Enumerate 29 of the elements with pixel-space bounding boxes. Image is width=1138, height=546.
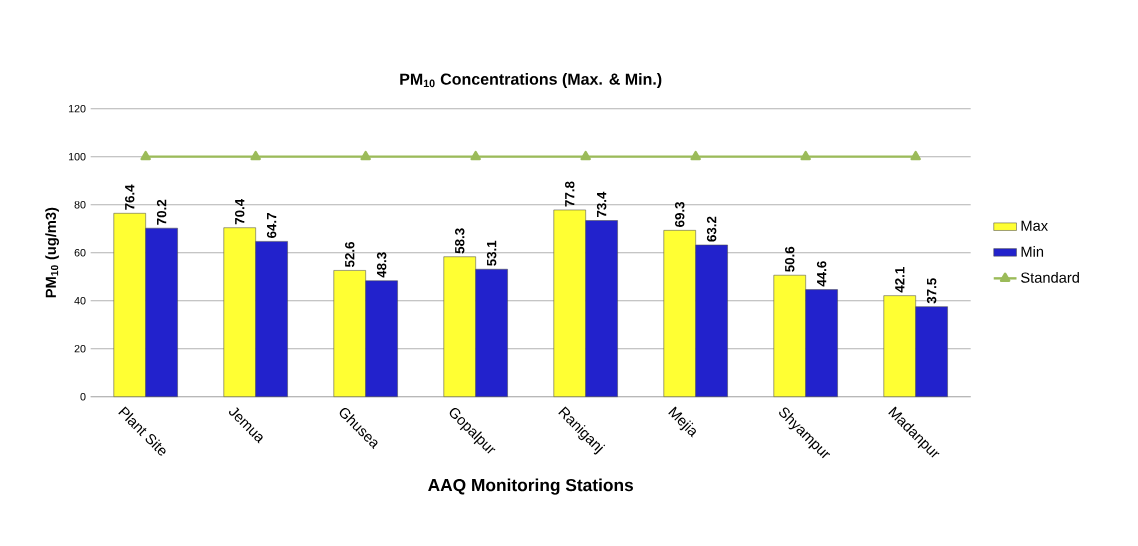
data-label: 77.8 — [565, 181, 575, 207]
y-tick-label: 100 — [68, 152, 86, 161]
legend-label: Max — [1021, 220, 1048, 231]
data-label: 70.4 — [235, 198, 245, 225]
data-label: 69.3 — [675, 201, 685, 227]
data-label: 37.5 — [926, 278, 937, 304]
x-axis-title: AAQ Monitoring Stations — [428, 478, 633, 495]
data-label: 48.3 — [376, 252, 387, 278]
data-label: 63.2 — [706, 216, 717, 242]
legend-label: Min — [1021, 246, 1044, 257]
y-tick-label: 80 — [74, 200, 86, 209]
data-label: 42.1 — [895, 267, 905, 293]
y-tick-label: 120 — [68, 104, 86, 113]
data-label: 58.3 — [455, 228, 465, 254]
data-label: 64.7 — [266, 213, 277, 238]
data-label: 70.2 — [156, 199, 167, 225]
data-label: 50.6 — [785, 246, 795, 272]
chart-title: PM$_{10}$ Concentrations (Max. & Min.) — [400, 73, 662, 88]
y-tick-label: 0 — [80, 392, 86, 401]
data-label: 73.4 — [596, 191, 607, 218]
y-axis-title: PM$_{10}$ (ug/m3) — [45, 207, 60, 298]
data-label: 44.6 — [816, 261, 827, 287]
y-tick-label: 40 — [74, 296, 86, 305]
data-label: 52.6 — [345, 242, 355, 268]
data-label: 53.1 — [486, 240, 497, 266]
y-tick-label: 20 — [74, 344, 86, 353]
y-tick-label: 60 — [74, 248, 86, 257]
data-label: 76.4 — [125, 184, 135, 210]
legend-label: Standard — [1021, 272, 1079, 283]
